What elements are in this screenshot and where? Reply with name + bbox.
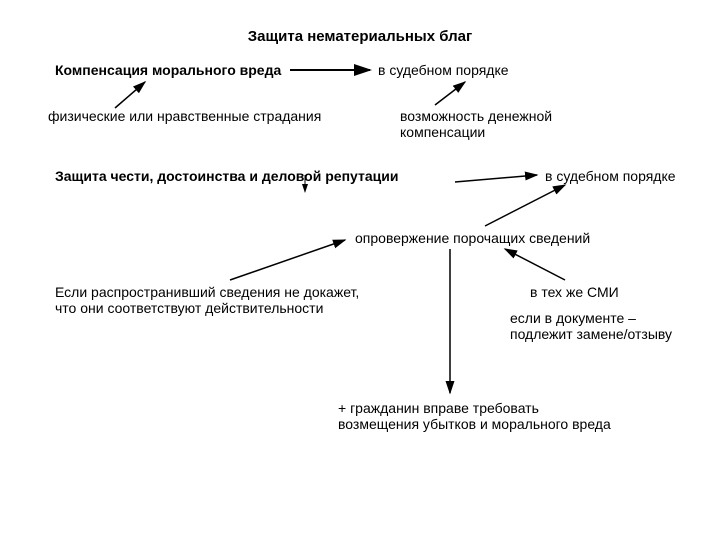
node-v-sud2: в судебном порядке <box>545 168 676 184</box>
node-fiz-nrav: физические или нравственные страдания <box>48 108 321 124</box>
node-vozm-den: возможность денежной компенсации <box>400 108 552 140</box>
node-v-sud1: в судебном порядке <box>378 62 509 78</box>
node-oprov: опровержение порочащих сведений <box>355 230 590 246</box>
node-zashita-chesti: Защита чести, достоинства и деловой репу… <box>55 168 398 184</box>
node-esli-dok: если в документе – подлежит замене/отзыв… <box>510 310 672 342</box>
diagram-title: Защита нематериальных благ <box>0 28 720 45</box>
node-plus-grazh: + гражданин вправе требовать возмещения … <box>338 400 611 432</box>
arrows-layer <box>0 0 720 540</box>
node-esli-raspr: Если распространивший сведения не докаже… <box>55 284 359 316</box>
node-v-teh-smi: в тех же СМИ <box>530 284 619 300</box>
node-komp-moral: Компенсация морального вреда <box>55 62 281 78</box>
